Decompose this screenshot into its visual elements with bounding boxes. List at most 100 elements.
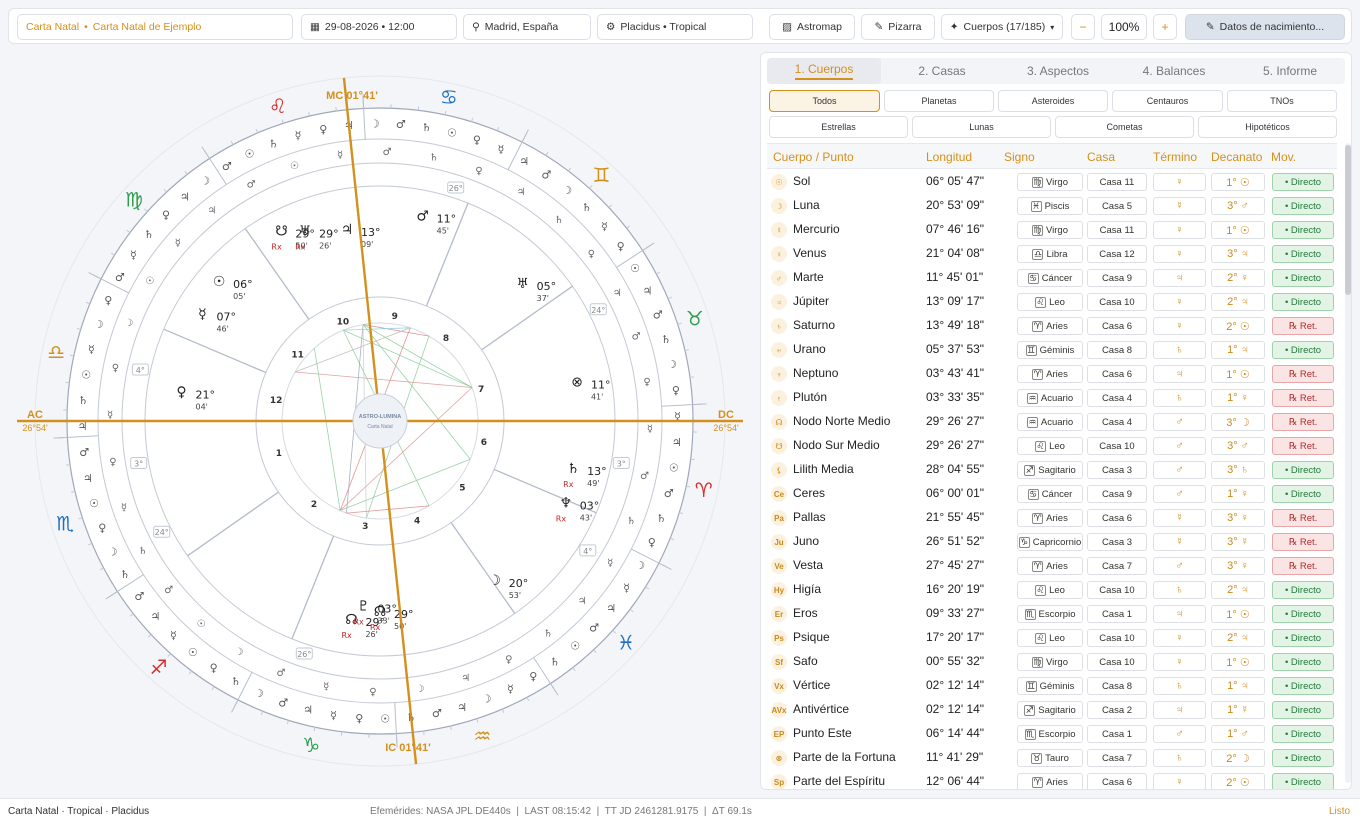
sign-glyph: ♌ [1035,440,1047,452]
dc-degree: 26°54' [713,423,739,433]
table-row[interactable]: ♄ Saturno 13° 49' 18" ♈ Aries Casa 6 ♀ 2° ☉ ℞ Re… [767,314,1337,338]
house-cusp [163,328,267,374]
table-row[interactable]: ♂ Marte 11° 45' 01" ♋ Cáncer Casa 9 ♃ 2° ♀ • Dir… [767,266,1337,290]
table-row[interactable]: ☊ Nodo Norte Medio 29° 26' 27" ♒ Acuario Casa… [767,410,1337,434]
decan-pill: 1° ☉ [1211,653,1265,671]
house-pill: Casa 10 [1087,437,1147,455]
filter-planetas[interactable]: Planetas [884,90,994,112]
dignity-glyph: ☉ [447,126,457,139]
table-row[interactable]: Sp Parte del Espíritu 12° 06' 44" ♈ Aries Cas… [767,770,1337,789]
filter-tnos[interactable]: TNOs [1227,90,1337,112]
sign-boundary [616,242,655,268]
zodiac-sign-icon: ♍ [125,188,143,212]
top-toolbar: Carta Natal • Carta Natal de Ejemplo ▦ 2… [8,8,1352,44]
house-system-button[interactable]: ⚙ Placidus • Tropical [597,14,753,40]
table-row[interactable]: ☉ Sol 06° 05' 47" ♍ Virgo Casa 11 ♀ 1° ☉ • Direc… [767,170,1337,194]
table-row[interactable]: ♅ Urano 05° 37' 53" ♊ Géminis Casa 8 ♄ 1° ♃ • Di… [767,338,1337,362]
filter-asteroides[interactable]: Asteroides [998,90,1108,112]
body-longitude: 29° 26' 27" [926,438,985,452]
degree-tick [144,208,148,212]
filter-lunas[interactable]: Lunas [912,116,1051,138]
table-row[interactable]: Ve Vesta 27° 45' 27" ♈ Aries Casa 7 ♂ 3° ♀ ℞ Ret… [767,554,1337,578]
table-row[interactable]: ⚸ Lilith Media 28° 04' 55" ♐ Sagitario Casa 3… [767,458,1337,482]
col-termino[interactable]: Término [1153,150,1198,164]
degree-tick [255,129,259,134]
aspect-line [294,327,411,373]
table-row[interactable]: Sf Safo 00° 55' 32" ♍ Virgo Casa 10 ♀ 1° ☉ • Dir… [767,650,1337,674]
table-row[interactable]: Ce Ceres 06° 00' 01" ♋ Cáncer Casa 9 ♂ 1° ♀ • Di… [767,482,1337,506]
table-row[interactable]: EP Punto Este 06° 14' 44" ♏ Escorpio Casa 1 ♂ 1… [767,722,1337,746]
table-row[interactable]: ♃ Júpiter 13° 09' 17" ♌ Leo Casa 10 ♀ 2° ♃ • Dir… [767,290,1337,314]
table-row[interactable]: Hy Higía 16° 20' 19" ♌ Leo Casa 10 ♄ 2° ♃ • Dire… [767,578,1337,602]
dignity-glyph: ♂ [653,308,663,321]
body-name: Saturno [793,318,836,332]
filter-todos[interactable]: Todos [769,90,880,112]
table-row[interactable]: ☿ Mercurio 07° 46' 16" ♍ Virgo Casa 11 ♀ 1° ☉ • … [767,218,1337,242]
planet-degree: 06° [233,278,253,291]
tab-cuerpos[interactable]: 1. Cuerpos [767,58,881,84]
degree-tick [501,708,505,713]
natal-chart-wheel[interactable]: 1 2 3 4 5 6 7 8 9 10 11 12 4° 3° 24° 26° 4° 3° 24° 26° ♃ ☿ ♄ ☉… [0,52,750,792]
col-casa[interactable]: Casa [1087,150,1116,164]
tab-casas[interactable]: 2. Casas [918,64,966,78]
zoom-out-button[interactable]: − [1071,14,1095,40]
sign-glyph: ♍ [1031,656,1043,668]
scrollbar-thumb[interactable] [1345,145,1351,295]
filter-cometas[interactable]: Cometas [1055,116,1194,138]
planet-degree: 29° [319,228,339,241]
retrograde-mark: Rx [353,617,364,626]
col-signo[interactable]: Signo [1004,150,1035,164]
house-degree-box [447,181,465,194]
tab-balances[interactable]: 4. Balances [1142,64,1206,78]
house-pill: Casa 10 [1087,629,1147,647]
table-row[interactable]: Er Eros 09° 33' 27" ♏ Escorpio Casa 1 ♃ 1° ☉ • D… [767,602,1337,626]
filter-estrellas[interactable]: Estrellas [769,116,908,138]
body-icon: ☿ [771,222,787,238]
table-row[interactable]: AVx Antivértice 02° 12' 14" ♐ Sagitario Casa … [767,698,1337,722]
tab-aspectos[interactable]: 3. Aspectos [1026,64,1090,78]
filter-hipoteticos[interactable]: Hipotéticos [1198,116,1337,138]
filter-centauros[interactable]: Centauros [1112,90,1223,112]
house-pill: Casa 8 [1087,677,1147,695]
table-row[interactable]: Pa Pallas 21° 55' 45" ♈ Aries Casa 6 ☿ 3° ♀ ℞ Re… [767,506,1337,530]
table-row[interactable]: Vx Vértice 02° 12' 14" ♊ Géminis Casa 8 ♄ 1° ♃ •… [767,674,1337,698]
planet-minute: 37' [537,294,549,303]
bodies-dropdown[interactable]: ✦ Cuerpos (17/185) ▾ [941,14,1063,40]
col-longitud[interactable]: Longitud [926,150,973,164]
body-icon: Sf [771,654,787,670]
table-row[interactable]: ⊗ Parte de la Fortuna 11° 41' 29" ♉ Tauro Cas… [767,746,1337,770]
dignity-glyph: ♂ [541,168,551,181]
col-mov[interactable]: Mov. [1271,150,1297,164]
chart-title-field[interactable]: Carta Natal • Carta Natal de Ejemplo [17,14,293,40]
table-row[interactable]: ♇ Plutón 03° 33' 35" ♒ Acuario Casa 4 ♄ 1° ♀ ℞ R… [767,386,1337,410]
col-cuerpo[interactable]: Cuerpo / Punto [773,150,854,164]
table-row[interactable]: Ju Juno 26° 51' 52" ♑ Capricornio Casa 3 ☿ 3° ☿… [767,530,1337,554]
body-name: Parte del Espíritu [793,774,886,788]
term-pill: ♃ [1153,365,1206,383]
degree-tick [567,167,572,172]
col-decanato[interactable]: Decanato [1211,150,1263,164]
sign-glyph: ♒ [1026,416,1038,428]
zoom-in-button[interactable]: + [1153,14,1177,40]
tab-informe[interactable]: 5. Informe [1262,64,1318,78]
house-cusp [425,202,469,307]
body-name: Juno [793,534,820,548]
planet-degree: 11° [437,212,457,225]
birth-data-button[interactable]: ✎ Datos de nacimiento... [1185,14,1345,40]
term-pill: ♀ [1153,773,1206,789]
astromap-button[interactable]: ▨ Astromap [769,14,855,40]
table-row[interactable]: ☋ Nodo Sur Medio 29° 26' 27" ♌ Leo Casa 10 ♂ 3°… [767,434,1337,458]
sign-pill: ♒ Acuario [1017,413,1083,431]
table-row[interactable]: ☽ Luna 20° 53' 09" ♓ Piscis Casa 5 ☿ 3° ♂ • Dire… [767,194,1337,218]
table-scrollbar[interactable] [1345,143,1351,783]
table-row[interactable]: ♀ Venus 21° 04' 08" ♎ Libra Casa 12 ♀ 3° ♃ • Dir… [767,242,1337,266]
degree-tick [593,649,597,654]
table-row[interactable]: ♆ Neptuno 03° 43' 41" ♈ Aries Casa 6 ♃ 1° ☉ ℞ Re… [767,362,1337,386]
location-button[interactable]: ⚲ Madrid, España [463,14,591,40]
pizarra-button[interactable]: ✎ Pizarra [861,14,935,40]
body-icon: ♂ [771,270,787,286]
body-icon: ♄ [771,318,787,334]
datetime-button[interactable]: ▦ 29-08-2026 • 12:00 [301,14,457,40]
table-row[interactable]: Ps Psique 17° 20' 17" ♌ Leo Casa 10 ♀ 2° ♃ • Dir… [767,626,1337,650]
sign-glyph: ♊ [1025,680,1037,692]
